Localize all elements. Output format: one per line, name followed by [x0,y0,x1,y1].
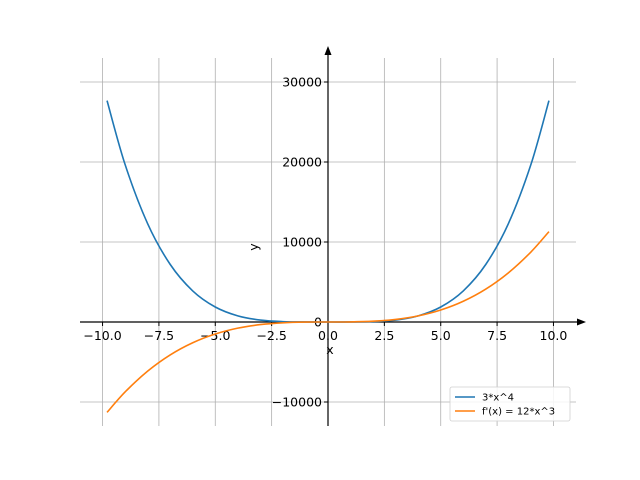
y-tick-label: 20000 [282,155,322,170]
x-tick-label: −2.5 [256,328,286,343]
x-tick-label: 2.5 [374,328,394,343]
legend-label-0: 3*x^4 [482,393,514,404]
x-tick-label: −10.0 [83,328,121,343]
ticks: −10.0 −7.5 −5.0 −2.5 0.0 2.5 5.0 7.5 10.0−100000… [83,75,567,410]
legend: 3*x^4 f'(x) = 12*x^3 [449,386,571,422]
x-tick-label: 10.0 [540,328,568,343]
y-tick-label: −10000 [272,395,322,410]
x-axis-label: x [326,342,333,357]
x-tick-label: 0.0 [318,328,338,343]
y-tick-label: 10000 [282,235,322,250]
series-line-1 [106,231,550,413]
y-axis-arrow [324,46,332,55]
x-tick-label: −7.5 [144,328,174,343]
x-tick-label: 5.0 [431,328,451,343]
y-tick-label: 30000 [282,75,322,90]
y-axis-label: y [246,243,261,251]
legend-box [449,386,571,422]
series-lines [106,100,550,413]
x-axis-arrow [577,318,586,326]
axes [80,46,586,426]
legend-label-1: f'(x) = 12*x^3 [482,407,555,418]
x-tick-label: 7.5 [487,328,507,343]
